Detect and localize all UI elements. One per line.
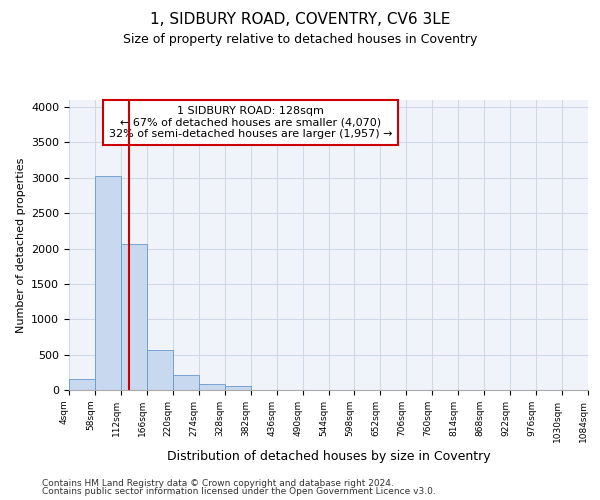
Text: 1, SIDBURY ROAD, COVENTRY, CV6 3LE: 1, SIDBURY ROAD, COVENTRY, CV6 3LE (150, 12, 450, 28)
Bar (199, 384, 224, 390)
Bar (173, 375, 199, 390)
Y-axis label: Number of detached properties: Number of detached properties (16, 158, 26, 332)
Text: Contains HM Land Registry data © Crown copyright and database right 2024.: Contains HM Land Registry data © Crown c… (42, 478, 394, 488)
Bar (225, 386, 251, 390)
Bar (147, 350, 173, 390)
Text: Size of property relative to detached houses in Coventry: Size of property relative to detached ho… (123, 32, 477, 46)
Bar (95, 176, 121, 390)
Text: 1 SIDBURY ROAD: 128sqm
← 67% of detached houses are smaller (4,070)
32% of semi-: 1 SIDBURY ROAD: 128sqm ← 67% of detached… (109, 106, 392, 139)
Text: Contains public sector information licensed under the Open Government Licence v3: Contains public sector information licen… (42, 487, 436, 496)
X-axis label: Distribution of detached houses by size in Coventry: Distribution of detached houses by size … (167, 450, 490, 463)
Bar (121, 244, 147, 390)
Bar (69, 380, 95, 390)
